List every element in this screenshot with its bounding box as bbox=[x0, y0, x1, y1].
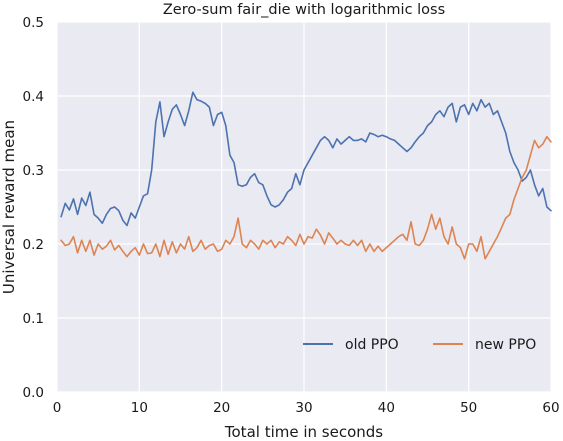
legend-label-new-ppo: new PPO bbox=[475, 337, 536, 353]
y-tick-label: 0.4 bbox=[23, 89, 44, 105]
y-tick-label: 0.0 bbox=[23, 385, 44, 401]
x-tick-label: 10 bbox=[131, 400, 148, 416]
series-line-old-ppo bbox=[60, 91, 552, 227]
y-tick-label: 0.5 bbox=[23, 15, 44, 31]
legend: old PPO new PPO bbox=[303, 337, 536, 353]
x-axis-label: Total time in seconds bbox=[224, 423, 383, 441]
x-tick-label: 60 bbox=[542, 400, 559, 416]
y-axis-label: Universal reward mean bbox=[0, 120, 18, 294]
x-tick-label: 40 bbox=[378, 400, 395, 416]
y-axis-ticks: 0.0 0.1 0.2 0.3 0.4 0.5 bbox=[23, 15, 44, 401]
x-tick-label: 30 bbox=[295, 400, 312, 416]
y-tick-label: 0.2 bbox=[23, 237, 44, 253]
x-tick-label: 50 bbox=[460, 400, 477, 416]
y-tick-label: 0.3 bbox=[23, 163, 44, 179]
series-line-new-ppo bbox=[60, 135, 552, 260]
y-tick-label: 0.1 bbox=[23, 311, 44, 327]
x-tick-label: 20 bbox=[213, 400, 230, 416]
chart-title: Zero-sum fair_die with logarithmic loss bbox=[163, 2, 445, 18]
x-axis-ticks: 0 10 20 30 40 50 60 bbox=[53, 400, 560, 416]
x-tick-label: 0 bbox=[53, 400, 62, 416]
series-lines bbox=[60, 91, 552, 260]
legend-label-old-ppo: old PPO bbox=[345, 337, 399, 353]
